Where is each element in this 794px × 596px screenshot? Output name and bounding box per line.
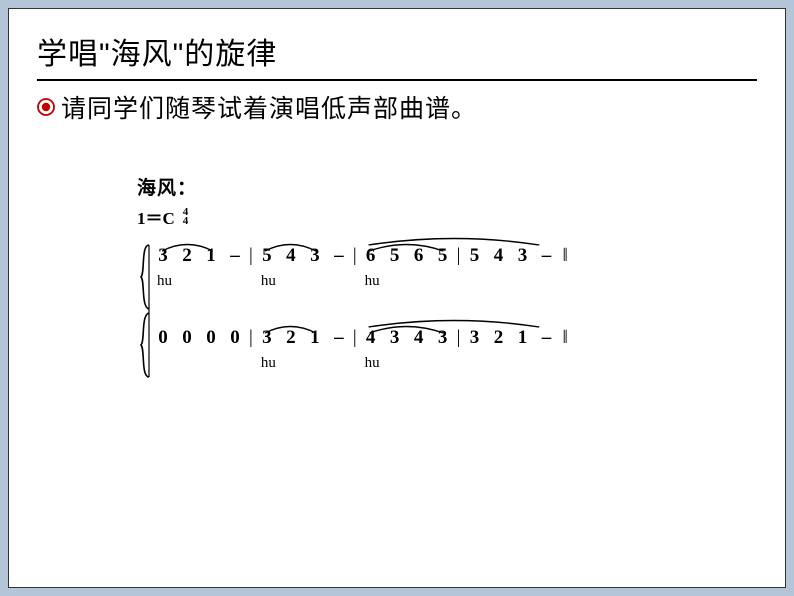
tie-long-icon	[365, 230, 543, 240]
instruction-row: 请同学们随琴试着演唱低声部曲谱。	[37, 89, 757, 125]
lyric: hu	[365, 355, 380, 372]
bullet-icon	[37, 98, 55, 116]
lyric: hu	[365, 273, 380, 290]
measure: 321–	[155, 245, 243, 267]
lyric: hu	[157, 273, 172, 290]
lyrics-row: hu hu	[155, 355, 566, 373]
staff-line: 0000|321–|4343|321–‖huhu	[155, 325, 566, 373]
time-signature: 4 4	[183, 208, 189, 226]
measure: 4343	[363, 327, 451, 349]
lyrics-row: hu hu hu	[155, 273, 566, 291]
barline: |	[457, 245, 461, 267]
note: 2	[492, 327, 504, 349]
measure: 0000	[155, 327, 243, 349]
note: –	[540, 327, 552, 349]
note: –	[333, 245, 345, 267]
note: 3	[516, 245, 528, 267]
measure: 6565	[363, 245, 451, 267]
tie-icon	[161, 236, 214, 246]
barline: |	[353, 327, 357, 349]
measure: 321–	[466, 327, 554, 349]
key-text: 1＝C	[137, 204, 175, 229]
measure: 543–	[259, 245, 347, 267]
note: –	[333, 327, 345, 349]
barline: |	[249, 327, 253, 349]
note: –	[229, 245, 241, 267]
end-barline: ‖	[562, 327, 565, 349]
notes-row: 321–|543–|6565|543–‖	[155, 243, 566, 269]
note: 3	[468, 327, 480, 349]
instruction-text: 请同学们随琴试着演唱低声部曲谱。	[61, 89, 477, 125]
note: –	[540, 245, 552, 267]
tie-icon	[264, 318, 317, 328]
barline: |	[353, 245, 357, 267]
note: 0	[205, 327, 217, 349]
note: 0	[157, 327, 169, 349]
tie-long-icon	[365, 312, 543, 322]
lyric: hu	[261, 355, 276, 372]
note: 1	[516, 327, 528, 349]
measure: 543–	[466, 245, 554, 267]
key-signature: 1＝C 4 4	[137, 204, 757, 229]
staff-line: 321–|543–|6565|543–‖huhuhu	[155, 243, 566, 291]
note: 4	[492, 245, 504, 267]
score-label: 海风：	[137, 173, 757, 200]
page-title: 学唱"海风"的旋律	[37, 29, 757, 81]
staff-lines: 321–|543–|6565|543–‖huhuhu0000|321–|4343…	[155, 243, 566, 373]
note: 0	[229, 327, 241, 349]
tie-icon	[264, 236, 317, 246]
slide-page: 学唱"海风"的旋律 请同学们随琴试着演唱低声部曲谱。 海风： 1＝C 4 4	[8, 8, 786, 588]
brace-icon	[137, 243, 151, 373]
note: 0	[181, 327, 193, 349]
notes-row: 0000|321–|4343|321–‖	[155, 325, 566, 351]
staves-group: 321–|543–|6565|543–‖huhuhu0000|321–|4343…	[137, 243, 757, 373]
end-barline: ‖	[562, 245, 565, 267]
measure: 321–	[259, 327, 347, 349]
music-score: 海风： 1＝C 4 4 321–|543–|6565|543–‖huhuhu00…	[137, 173, 757, 373]
barline: |	[249, 245, 253, 267]
note: 5	[468, 245, 480, 267]
barline: |	[457, 327, 461, 349]
lyric: hu	[261, 273, 276, 290]
time-bottom: 4	[183, 217, 189, 226]
